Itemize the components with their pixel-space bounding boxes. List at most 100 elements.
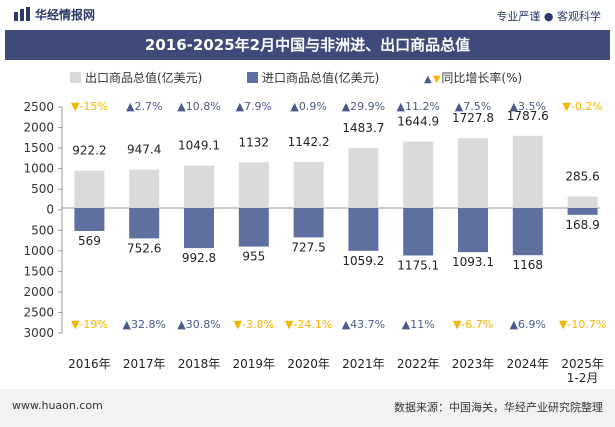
footer-source: 数据来源：中国海关，华经产业研究院整理 <box>394 401 603 414</box>
import-growth-label: ▲43.7% <box>342 318 385 331</box>
export-bar <box>238 162 269 208</box>
import-bar <box>293 208 324 238</box>
import-growth-label: ▼-10.7% <box>559 318 606 331</box>
export-bar <box>184 165 214 208</box>
x-tick-label: 2017年 <box>123 357 166 371</box>
export-value-label: 1644.9 <box>397 115 439 129</box>
y-tick-label: 1500 <box>23 264 54 278</box>
title-bar: 2016-2025年2月中国与非洲进、出口商品总值 <box>5 30 610 60</box>
export-value-label: 922.2 <box>72 144 106 158</box>
export-growth-label: ▲3.5% <box>510 100 546 113</box>
legend: 出口商品总值(亿美元) 进口商品总值(亿美元) ▲▼同比增长率(%) <box>0 69 615 87</box>
top-bar: 华经情报网 专业严谨 ● 客观科学 <box>0 0 615 30</box>
x-tick-label: 2016年 <box>68 357 111 371</box>
import-growth-label: ▼-19% <box>71 318 108 331</box>
import-bar <box>348 208 379 251</box>
y-tick-label: 3000 <box>23 326 54 340</box>
export-value-label: 1483.7 <box>342 121 384 135</box>
y-tick-label: 1500 <box>23 141 54 155</box>
x-tick-label: 1-2月 <box>567 371 599 385</box>
export-value-label: 1142.2 <box>288 135 330 149</box>
legend-up-triangle-icon: ▲ <box>424 74 432 85</box>
y-tick-label: 2000 <box>23 285 54 299</box>
import-growth-label: ▼-6.7% <box>453 318 493 331</box>
export-value-label: 285.6 <box>565 169 599 183</box>
legend-import: 进口商品总值(亿美元) <box>247 69 379 86</box>
import-growth-label: ▲6.9% <box>510 318 546 331</box>
export-bar <box>512 135 543 208</box>
x-tick-label: 2021年 <box>342 357 385 371</box>
import-bar <box>458 208 488 253</box>
y-tick-label: 1000 <box>23 162 54 176</box>
export-bar <box>348 148 379 208</box>
import-bar <box>512 208 543 256</box>
x-tick-label: 2022年 <box>397 357 440 371</box>
export-bar <box>458 138 488 208</box>
import-growth-label: ▼-24.1% <box>285 318 332 331</box>
import-value-label: 752.6 <box>127 241 161 255</box>
footer: www.huaon.com 数据来源：中国海关，华经产业研究院整理 <box>0 389 615 427</box>
x-tick-label: 2024年 <box>507 357 550 371</box>
export-bar <box>129 169 160 208</box>
import-value-label: 1168 <box>513 258 544 272</box>
chart-plot: 2500 2000 1500 1000 500 0 500 1000 1500 2000 2500 3… <box>23 100 606 385</box>
import-growth-label: ▲30.8% <box>177 318 220 331</box>
y-tick-label: 1000 <box>23 244 54 258</box>
import-value-label: 1059.2 <box>342 254 384 268</box>
legend-export-swatch <box>70 72 81 83</box>
export-growth-label: ▲10.8% <box>177 100 220 113</box>
export-growth-label: ▲29.9% <box>342 100 385 113</box>
import-growth-label: ▲32.8% <box>122 318 165 331</box>
export-value-label: 1787.6 <box>507 109 549 123</box>
footer-website: www.huaon.com <box>12 399 103 412</box>
x-tick-label: 2020年 <box>287 357 330 371</box>
y-tick-label: 500 <box>31 182 54 196</box>
export-bar <box>403 141 434 208</box>
brand-name: 华经情报网 <box>35 8 96 22</box>
legend-import-label: 进口商品总值(亿美元) <box>262 71 380 85</box>
export-growth-label: ▲0.9% <box>290 100 326 113</box>
legend-growth-label: 同比增长率(%) <box>441 71 523 85</box>
brand: 华经情报网 <box>14 6 95 23</box>
y-tick-label: 500 <box>31 223 54 237</box>
chart-title: 2016-2025年2月中国与非洲进、出口商品总值 <box>144 36 471 54</box>
legend-export: 出口商品总值(亿美元) <box>70 69 202 86</box>
import-bar <box>238 208 269 247</box>
x-tick-label: 2018年 <box>178 357 221 371</box>
slogan: 专业严谨 ● 客观科学 <box>496 10 601 23</box>
import-bar <box>567 208 598 215</box>
import-value-label: 955 <box>242 250 265 264</box>
export-growth-label: ▼-0.2% <box>562 100 602 113</box>
x-tick-label: 2025年 <box>561 357 604 371</box>
export-growth-label: ▲11.2% <box>396 100 439 113</box>
import-bar <box>184 208 214 249</box>
export-bar <box>293 161 324 208</box>
x-tick-label: 2023年 <box>452 357 495 371</box>
export-value-label: 1049.1 <box>178 139 220 153</box>
legend-growth: ▲▼同比增长率(%) <box>424 69 522 86</box>
import-value-label: 727.5 <box>291 240 325 254</box>
import-bar <box>129 208 160 239</box>
export-value-label: 1727.8 <box>452 111 494 125</box>
y-tick-label: 0 <box>46 203 54 217</box>
import-value-label: 1093.1 <box>452 255 494 269</box>
legend-import-swatch <box>247 72 258 83</box>
import-value-label: 168.9 <box>565 218 599 232</box>
export-growth-label: ▲2.7% <box>126 100 162 113</box>
legend-down-triangle-icon: ▼ <box>432 74 441 85</box>
export-growth-label: ▲7.5% <box>455 100 491 113</box>
y-tick-label: 2000 <box>23 121 54 135</box>
legend-export-label: 出口商品总值(亿美元) <box>85 71 203 85</box>
import-value-label: 992.8 <box>182 251 216 265</box>
export-value-label: 947.4 <box>127 143 161 157</box>
y-tick-label: 2500 <box>23 305 54 319</box>
import-bar <box>74 208 105 231</box>
brand-logo-icon <box>14 7 30 21</box>
import-growth-label: ▲11% <box>402 318 435 331</box>
export-bar <box>567 196 598 208</box>
import-bar <box>403 208 434 256</box>
import-growth-label: ▼-3.8% <box>234 318 274 331</box>
export-growth-label: ▼-15% <box>71 100 108 113</box>
y-tick-label: 2500 <box>23 100 54 114</box>
import-value-label: 569 <box>78 234 101 248</box>
